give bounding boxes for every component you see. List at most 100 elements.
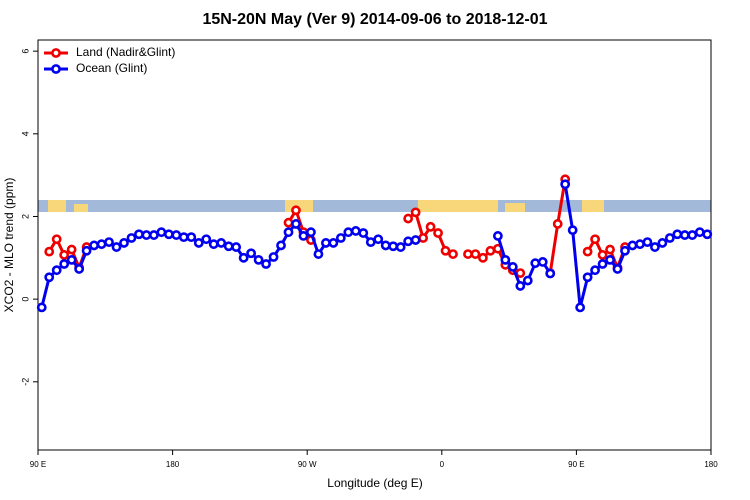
data-point bbox=[149, 230, 159, 240]
data-point bbox=[178, 232, 189, 243]
data-point bbox=[500, 254, 511, 265]
data-point bbox=[478, 252, 488, 263]
data-point bbox=[605, 244, 615, 255]
map-band bbox=[38, 200, 711, 212]
x-tick-label: 0 bbox=[440, 460, 445, 469]
data-point bbox=[51, 234, 62, 245]
legend-marker bbox=[51, 48, 61, 58]
data-point bbox=[582, 246, 593, 257]
data-point bbox=[410, 207, 421, 218]
data-point bbox=[208, 239, 219, 250]
data-point bbox=[388, 241, 399, 252]
data-point bbox=[552, 219, 563, 229]
data-point bbox=[104, 237, 114, 248]
chart-title: 15N-20N May (Ver 9) 2014-09-06 to 2018-1… bbox=[202, 11, 547, 28]
data-point bbox=[163, 229, 174, 240]
data-point bbox=[291, 219, 301, 229]
data-point bbox=[620, 245, 630, 256]
data-point bbox=[343, 227, 354, 238]
data-point bbox=[66, 244, 77, 255]
data-point bbox=[672, 229, 683, 240]
data-point bbox=[657, 238, 668, 248]
data-point bbox=[246, 248, 257, 259]
x-tick-label: 180 bbox=[704, 460, 718, 469]
data-point bbox=[134, 229, 144, 240]
data-point bbox=[36, 302, 47, 313]
data-point bbox=[74, 264, 85, 274]
y-tick-label: 6 bbox=[20, 49, 30, 54]
data-point bbox=[268, 252, 279, 262]
data-point bbox=[395, 242, 406, 252]
y-axis-label: XCO2 - MLO trend (ppm) bbox=[2, 178, 16, 313]
data-point bbox=[403, 236, 414, 247]
data-point bbox=[635, 239, 645, 250]
plot-frame bbox=[37, 39, 712, 451]
data-point bbox=[81, 245, 92, 256]
data-point bbox=[96, 239, 107, 250]
data-point bbox=[335, 233, 346, 243]
data-point bbox=[126, 233, 137, 243]
data-point bbox=[567, 225, 578, 236]
data-point bbox=[440, 245, 451, 256]
data-point bbox=[575, 302, 586, 313]
data-point bbox=[44, 246, 55, 257]
y-tick-label: -2 bbox=[20, 378, 30, 386]
data-point bbox=[515, 281, 526, 291]
data-point bbox=[253, 254, 264, 265]
y-tick-label: 2 bbox=[20, 214, 30, 219]
data-point bbox=[410, 235, 421, 245]
data-point bbox=[59, 250, 70, 260]
data-point bbox=[291, 205, 301, 216]
data-point bbox=[530, 258, 541, 269]
data-point bbox=[537, 257, 548, 267]
data-point bbox=[44, 272, 55, 283]
data-point bbox=[679, 230, 690, 240]
data-point bbox=[298, 231, 309, 241]
data-point bbox=[590, 265, 600, 276]
data-point bbox=[320, 238, 331, 248]
data-point bbox=[141, 230, 152, 240]
data-point bbox=[597, 259, 608, 269]
data-point bbox=[582, 272, 593, 283]
legend-label: Ocean (Glint) bbox=[76, 61, 147, 75]
data-point bbox=[590, 234, 600, 245]
data-point bbox=[687, 230, 698, 240]
data-point bbox=[373, 234, 384, 245]
data-point bbox=[642, 237, 653, 248]
data-point bbox=[425, 221, 436, 232]
data-point bbox=[51, 265, 62, 276]
data-point bbox=[627, 240, 638, 251]
data-point bbox=[492, 231, 503, 241]
data-point bbox=[328, 238, 339, 248]
data-point bbox=[380, 240, 391, 251]
data-point bbox=[664, 233, 675, 243]
data-point bbox=[186, 232, 197, 243]
data-point bbox=[89, 240, 99, 251]
data-point bbox=[306, 227, 316, 238]
data-point bbox=[283, 227, 294, 238]
data-point bbox=[560, 179, 571, 190]
x-tick-label: 180 bbox=[166, 460, 180, 469]
legend-label: Land (Nadir&Glint) bbox=[76, 45, 175, 59]
y-tick-label: 4 bbox=[20, 131, 30, 136]
data-point bbox=[283, 217, 294, 228]
data-point bbox=[605, 254, 615, 265]
data-point bbox=[238, 252, 249, 263]
series-line bbox=[40, 221, 416, 308]
data-point bbox=[522, 275, 533, 286]
x-tick-label: 90 E bbox=[30, 460, 46, 469]
y-tick-label: 0 bbox=[20, 297, 30, 302]
data-point bbox=[156, 227, 167, 238]
data-point bbox=[463, 249, 473, 259]
data-point bbox=[358, 228, 369, 238]
data-point bbox=[59, 259, 70, 269]
data-point bbox=[201, 234, 212, 245]
data-point bbox=[216, 238, 227, 248]
data-point bbox=[545, 268, 556, 279]
data-point bbox=[66, 254, 77, 265]
data-point bbox=[650, 242, 660, 252]
data-point bbox=[350, 226, 361, 236]
data-point bbox=[485, 245, 496, 256]
data-point bbox=[231, 242, 242, 252]
